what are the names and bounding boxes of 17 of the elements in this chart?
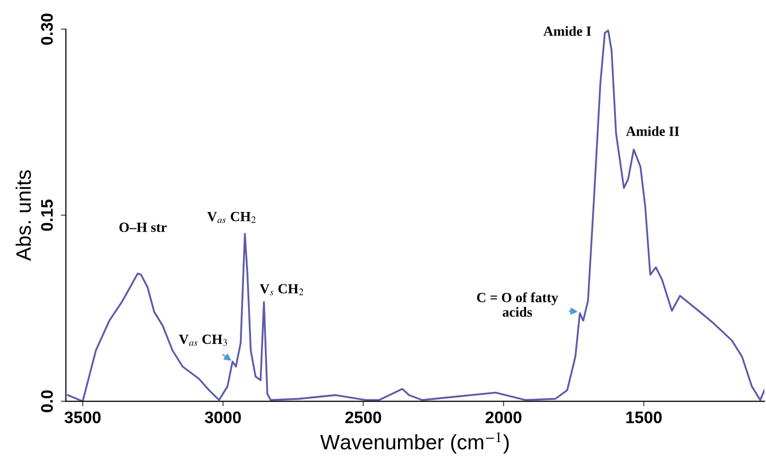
x-axis-title: Wavenumber (cm$^{−1}$) — [320, 432, 509, 454]
x-tick-label: 1500 — [626, 411, 662, 424]
y-tick-label: 0.15 — [41, 199, 53, 231]
annotation: V$_{as}$ CH$_{2}$ — [207, 212, 256, 224]
y-tick-label: 0.30 — [41, 14, 53, 45]
annotation: O–H str — [119, 222, 167, 232]
y-axis-title: Abs. units — [16, 170, 31, 261]
x-tick-label: 3000 — [204, 411, 241, 424]
x-tick-label: 2500 — [345, 411, 382, 424]
x-tick-label: 2000 — [486, 411, 522, 424]
y-tick-label: 0.0 — [41, 390, 53, 412]
annotation: Amide I — [543, 26, 591, 36]
annotation: V$_{s}$ CH$_{2}$ — [260, 284, 304, 296]
annotation: C = O of fatty acids — [476, 292, 558, 317]
annotation: Amide II — [626, 126, 680, 136]
annotation: V$_{as}$ CH$_{3}$ — [178, 334, 227, 346]
x-tick-label: 3500 — [64, 411, 101, 424]
